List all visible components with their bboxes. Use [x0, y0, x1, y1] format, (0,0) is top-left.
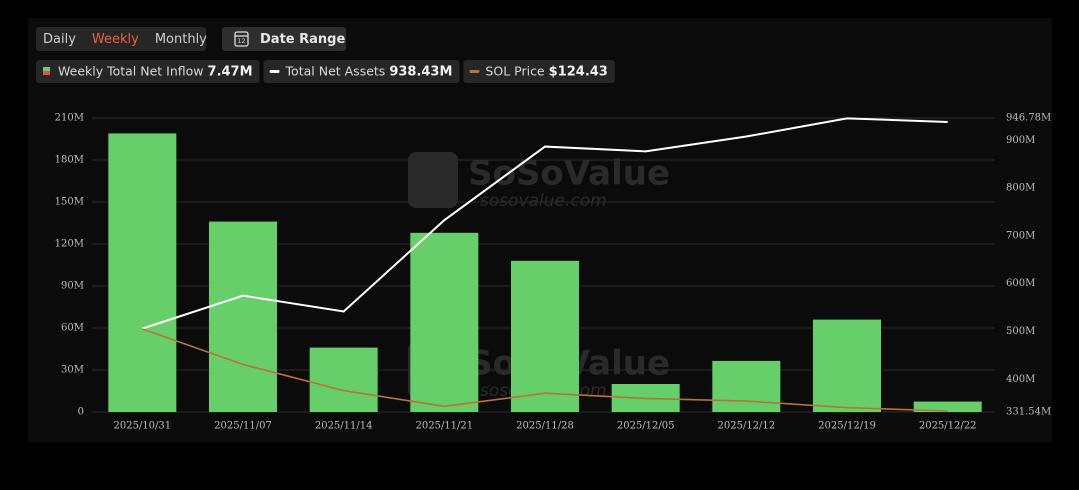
x-tick-label: 2025/12/12 [718, 421, 776, 432]
legend-chip [463, 60, 615, 83]
legend-label: Weekly Total Net Inflow [58, 64, 204, 79]
y-tick-label: 60M [61, 323, 84, 334]
x-tick-label: 2025/10/31 [114, 421, 172, 432]
y2-tick-label: 500M [1006, 326, 1035, 337]
legend-value: $124.43 [549, 65, 608, 80]
y-tick-label: 30M [61, 365, 84, 376]
bar [511, 260, 579, 412]
x-tick-label: 2025/12/05 [617, 421, 675, 432]
bar [712, 360, 781, 412]
line [142, 117, 948, 330]
y-tick-label: 210M [55, 113, 84, 124]
legend-value: 938.43M [389, 65, 452, 80]
bar [309, 347, 378, 412]
y-tick-label: 0 [78, 407, 84, 418]
x-tick-label: 2025/12/19 [818, 421, 876, 432]
legend-swatch [269, 70, 280, 73]
x-tick-label: 2025/11/14 [315, 421, 373, 432]
calendar-icon-day: 12 [238, 38, 246, 45]
legend-value: 7.47M [208, 65, 253, 80]
legend-swatch [469, 70, 480, 73]
x-tick-label: 2025/11/21 [416, 421, 474, 432]
bar [209, 221, 277, 412]
y-tick-label: 180M [55, 155, 84, 166]
legend-chip [263, 60, 460, 83]
period-tab[interactable]: Weekly [92, 32, 139, 47]
legend-swatch [43, 71, 50, 75]
legend-label: SOL Price [485, 64, 545, 79]
legend-label: Total Net Assets [285, 64, 386, 79]
bar [108, 133, 177, 412]
bar [410, 232, 479, 412]
y2-tick-label: 946.78M [1006, 113, 1051, 124]
period-tab[interactable]: Monthly [155, 32, 207, 47]
bar [813, 319, 881, 412]
y2-tick-label: 331.54M [1006, 407, 1051, 418]
y-tick-label: 150M [55, 197, 84, 208]
y2-tick-label: 900M [1006, 135, 1035, 146]
y-tick-label: 90M [61, 281, 84, 292]
period-tab[interactable]: Daily [43, 32, 76, 47]
y2-tick-label: 700M [1006, 230, 1035, 241]
bar [913, 401, 982, 412]
legend-swatch [43, 67, 50, 71]
watermark-logo [408, 152, 458, 208]
date-range-label[interactable]: Date Range [260, 32, 345, 47]
legend-chip [36, 60, 260, 83]
y2-tick-label: 800M [1006, 183, 1035, 194]
x-tick-label: 2025/12/22 [919, 421, 977, 432]
x-tick-label: 2025/11/07 [214, 421, 272, 432]
x-tick-label: 2025/11/28 [516, 421, 574, 432]
legend-item: SOL Price $124.43 [463, 60, 615, 83]
line [142, 328, 948, 412]
watermark-url: sosovalue.com [480, 191, 607, 211]
legend-item: Weekly Total Net Inflow 7.47M [36, 60, 260, 83]
legend-item: Total Net Assets 938.43M [263, 60, 460, 83]
y2-tick-label: 600M [1006, 278, 1035, 289]
date-range-button[interactable] [222, 27, 346, 51]
y-tick-label: 120M [55, 239, 84, 250]
calendar-icon [234, 31, 249, 47]
y2-tick-label: 400M [1006, 374, 1035, 385]
period-group [36, 27, 206, 51]
